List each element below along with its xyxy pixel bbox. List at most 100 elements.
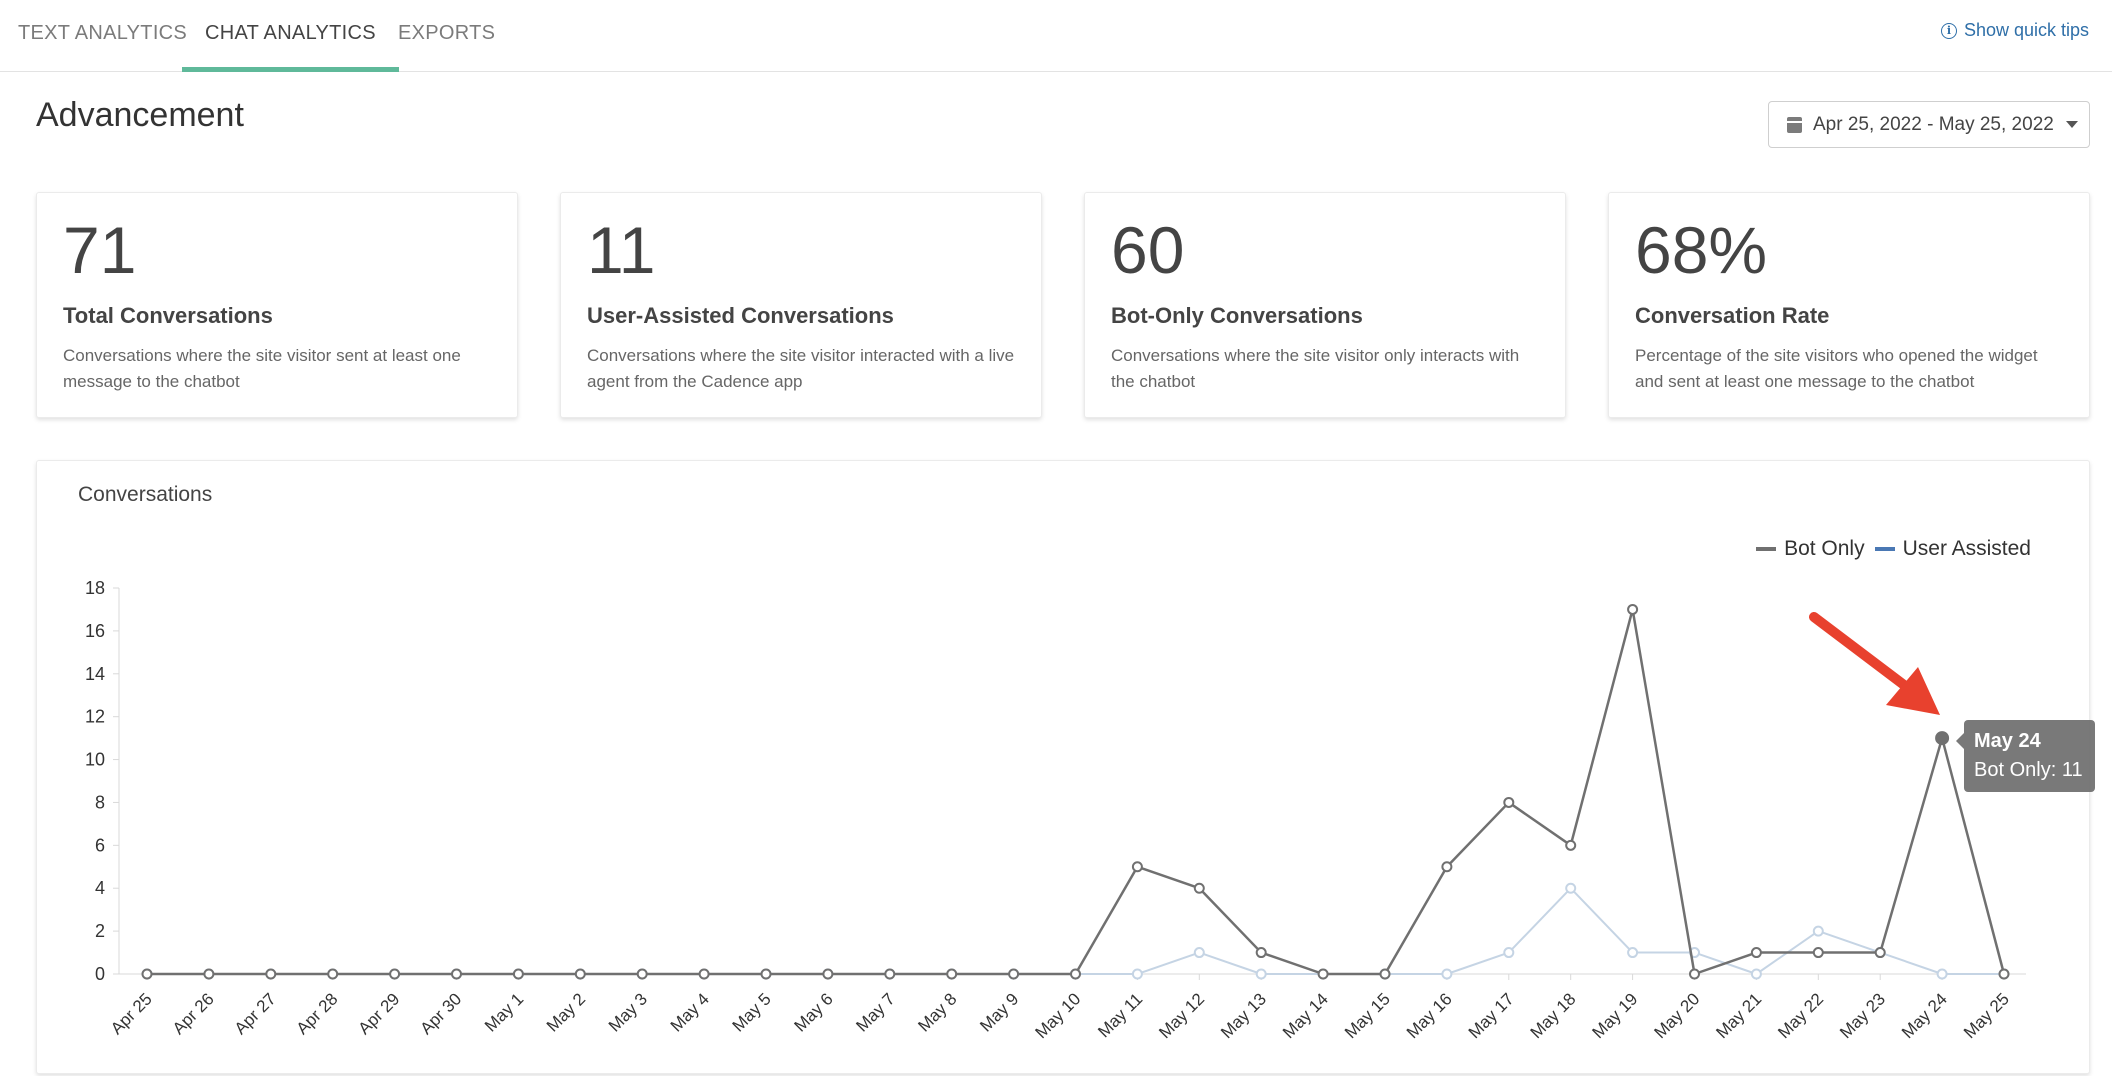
y-tick-label: 12 <box>85 707 105 727</box>
data-point-bot-only <box>1008 968 1020 980</box>
show-quick-tips-label: Show quick tips <box>1963 20 2089 40</box>
legend-item-bot-only[interactable]: Bot Only <box>1756 537 1865 561</box>
x-tick-label: May 17 <box>1465 989 1518 1042</box>
stat-value: 11 <box>587 213 656 287</box>
x-tick-label: May 8 <box>914 989 960 1035</box>
x-tick-label: May 20 <box>1650 989 1703 1042</box>
data-point-bot-only <box>1935 731 1950 746</box>
y-tick-label: 10 <box>85 750 105 770</box>
data-point-bot-only <box>636 968 648 980</box>
chart-legend: Bot Only User Assisted <box>1756 537 2031 561</box>
x-tick-label: May 22 <box>1774 989 1827 1042</box>
conversations-chart-panel: Conversations Bot Only User Assisted 0 2 4… <box>36 460 2090 1074</box>
x-tick-label: May 3 <box>605 989 651 1035</box>
x-tick-label: May 15 <box>1341 989 1394 1042</box>
y-tick-label: 14 <box>85 664 105 684</box>
x-tick-label: May 19 <box>1589 989 1642 1042</box>
stat-card-conversation-rate: 68% Conversation Rate Percentage of the … <box>1608 192 2090 418</box>
data-point-bot-only <box>1627 603 1639 615</box>
data-point-bot-only <box>265 968 277 980</box>
data-point-bot-only <box>451 968 462 980</box>
x-tick-label: May 21 <box>1712 989 1765 1042</box>
x-tick-label: Apr 25 <box>107 989 156 1038</box>
data-point-user-assisted <box>1441 968 1453 980</box>
legend-swatch-user-assisted <box>1874 547 1895 551</box>
data-point-bot-only <box>1812 947 1824 959</box>
data-point-bot-only <box>1998 968 2010 980</box>
stat-label: Total Conversations <box>63 303 273 328</box>
x-tick-label: Apr 29 <box>355 989 404 1038</box>
legend-swatch-bot-only <box>1756 547 1777 551</box>
tab-text-analytics[interactable]: TEXT ANALYTICS <box>18 22 188 44</box>
data-point-bot-only <box>760 968 772 980</box>
tab-exports[interactable]: EXPORTS <box>398 22 496 44</box>
page-title: Advancement <box>36 96 244 134</box>
data-point-bot-only <box>203 968 215 980</box>
x-tick-label: May 12 <box>1155 989 1208 1042</box>
y-tick-label: 2 <box>95 921 105 941</box>
stat-description: Conversations where the site visitor int… <box>587 346 1015 391</box>
x-tick-label: May 4 <box>667 989 713 1035</box>
x-tick-label: May 6 <box>791 989 837 1035</box>
stat-description: Percentage of the site visitors who open… <box>1635 346 2038 391</box>
data-point-user-assisted <box>1812 925 1824 937</box>
x-tick-label: May 7 <box>852 989 898 1035</box>
x-tick-label: May 5 <box>729 989 775 1035</box>
x-tick-label: May 9 <box>976 989 1022 1035</box>
x-tick-label: Apr 28 <box>293 989 342 1038</box>
calendar-icon <box>1787 116 1802 133</box>
data-point-bot-only <box>1317 968 1329 980</box>
data-point-bot-only <box>1255 947 1267 959</box>
x-tick-label: Apr 26 <box>169 989 218 1038</box>
data-point-user-assisted <box>1193 947 1205 959</box>
data-point-user-assisted <box>1627 947 1639 959</box>
series-line-bot-only <box>147 608 2006 976</box>
stat-card-bot-only: 60 Bot-Only Conversations Conversations … <box>1084 192 1566 418</box>
tooltip-title: May 24 <box>1974 730 2041 752</box>
y-tick-label: 6 <box>95 835 105 855</box>
x-tick-label: Apr 27 <box>231 989 280 1038</box>
data-point-user-assisted <box>1750 968 1762 980</box>
y-tick-label: 8 <box>95 792 105 812</box>
x-tick-label: May 16 <box>1403 989 1456 1042</box>
x-tick-label: May 11 <box>1094 989 1146 1041</box>
date-range-value: Apr 25, 2022 - May 25, 2022 <box>1813 113 2054 135</box>
y-tick-label: 16 <box>85 621 105 641</box>
stat-label: Conversation Rate <box>1635 303 1830 328</box>
tab-chat-analytics[interactable]: CHAT ANALYTICS <box>182 0 399 72</box>
stat-card-total-conversations: 71 Total Conversations Conversations whe… <box>36 192 518 418</box>
conversations-line-chart: 0 2 4 6 8 10 12 14 16 18 Apr 25 Apr 26 Apr 27 Apr 28 A… <box>85 578 2026 1042</box>
data-point-bot-only <box>1441 861 1453 873</box>
stat-value: 71 <box>63 213 137 287</box>
caret-down-icon <box>2065 121 2078 128</box>
x-tick-label: May 13 <box>1217 989 1270 1042</box>
tooltip-body: Bot Only: 11 <box>1974 759 2083 781</box>
stat-value: 68% <box>1635 213 1768 287</box>
x-tick-label: May 10 <box>1031 989 1084 1042</box>
data-point-bot-only <box>1131 861 1143 873</box>
data-point-user-assisted <box>1131 968 1143 980</box>
legend-label: User Assisted <box>1902 537 2031 560</box>
x-tick-label: Apr 30 <box>416 989 465 1038</box>
stat-label: Bot-Only Conversations <box>1111 303 1363 328</box>
stat-description: Conversations where the site visitor onl… <box>1111 346 1520 391</box>
data-point-bot-only <box>1874 947 1886 959</box>
y-tick-label: 0 <box>95 964 105 984</box>
stat-description: Conversations where the site visitor sen… <box>63 346 461 391</box>
data-point-bot-only <box>1689 968 1700 980</box>
x-tick-label: May 24 <box>1898 989 1951 1042</box>
legend-label: Bot Only <box>1784 537 1865 560</box>
x-tick-label: May 25 <box>1960 989 2013 1042</box>
info-icon: i <box>1940 22 1957 39</box>
data-point-bot-only <box>884 968 896 980</box>
data-point-bot-only <box>1193 882 1205 894</box>
x-tick-label: May 2 <box>543 989 589 1035</box>
data-point-bot-only <box>1070 968 1081 980</box>
legend-item-user-assisted[interactable]: User Assisted <box>1874 537 2031 561</box>
data-point-bot-only <box>822 968 834 980</box>
top-tab-bar: TEXT ANALYTICS CHAT ANALYTICS EXPORTS i … <box>0 0 2112 72</box>
chart-tooltip: May 24 Bot Only: 11 <box>1956 720 2095 792</box>
show-quick-tips-link[interactable]: i Show quick tips <box>1940 20 2089 41</box>
data-point-user-assisted <box>1503 947 1515 959</box>
date-range-picker[interactable]: Apr 25, 2022 - May 25, 2022 <box>1768 101 2090 148</box>
